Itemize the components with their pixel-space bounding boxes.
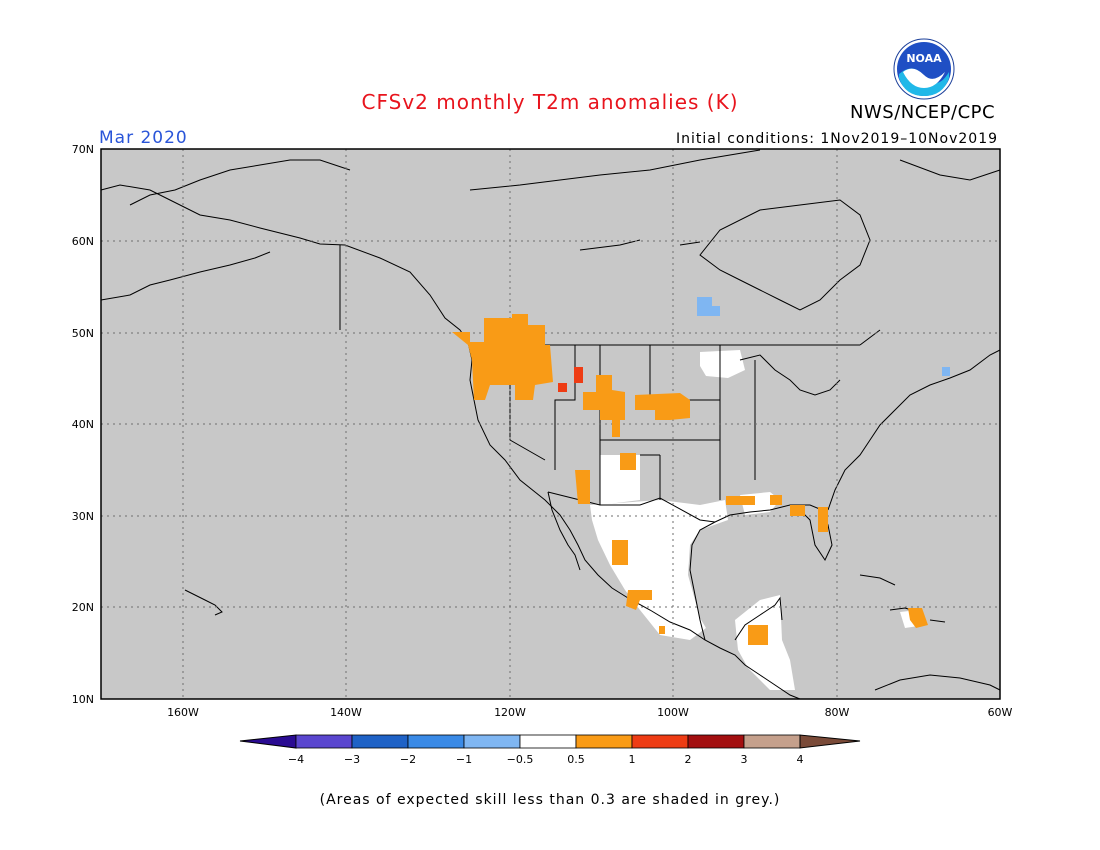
colorbar-label: −2: [400, 753, 416, 766]
colorbar-label: 2: [685, 753, 692, 766]
lat-label: 60N: [72, 235, 94, 248]
colorbar-cell: [463, 734, 521, 749]
anomaly-cell-new-mexico-north: [620, 453, 636, 470]
hawaii: [184, 589, 223, 616]
anomaly-cell-new-brunswick: [942, 367, 950, 376]
anomaly-cell-arizona: [575, 470, 590, 504]
colorbar-label: 4: [797, 753, 804, 766]
map-frame: [100, 148, 1001, 700]
skill-footnote: (Areas of expected skill less than 0.3 a…: [319, 792, 781, 808]
anomaly-positive-0-5-1: [452, 314, 928, 645]
anomaly-cell-mexico: [612, 540, 628, 565]
anomaly-cell-nebraska: [635, 393, 690, 420]
colorbar-label: 1: [629, 753, 636, 766]
colorbar-label: 3: [741, 753, 748, 766]
us-mexico-border: [547, 491, 716, 523]
greenland-coast: [899, 159, 1001, 181]
colorbar-cell: [631, 734, 689, 749]
anomaly-negative-0-5-1: [697, 297, 950, 376]
anomaly-cell-louisiana: [726, 496, 755, 505]
anomaly-cell-ontario: [697, 297, 720, 316]
anomaly-cell-idaho: [574, 367, 583, 383]
arctic-lakes: [579, 239, 701, 251]
white-area-great-lakes: [700, 350, 745, 378]
gulf-coastline: [689, 504, 833, 641]
anomaly-positive-1-2: [558, 367, 583, 392]
lat-label: 10N: [72, 693, 94, 706]
latitude-labels: 70N 60N 50N 40N 30N 20N 10N: [72, 143, 94, 706]
colorbar-cell: [351, 734, 409, 749]
colorbar-cell: [575, 734, 633, 749]
agency-label: NWS/NCEP/CPC: [850, 102, 996, 123]
anomaly-cell-caribbean: [908, 608, 928, 628]
noaa-logo-text: NOAA: [906, 52, 942, 65]
forecast-month: Mar 2020: [99, 128, 188, 148]
coastlines: [100, 149, 1001, 700]
noaa-logo: NOAA: [893, 38, 955, 100]
anomaly-cell-central-america: [748, 625, 768, 645]
graticule: [101, 149, 1000, 699]
map-background: [101, 149, 1000, 699]
anomaly-cell-florida-panhandle: [790, 505, 805, 516]
lat-label: 70N: [72, 143, 94, 156]
lat-label: 20N: [72, 601, 94, 614]
hudson-bay: [699, 199, 871, 311]
lat-label: 50N: [72, 327, 94, 340]
colorbar-cell-end-right: [799, 734, 861, 749]
colorbar-cell: [519, 734, 577, 749]
alaska-peninsula: [100, 251, 271, 301]
south-america-coast: [874, 674, 1001, 691]
lon-label: 60W: [988, 706, 1013, 719]
colorbar-label: −0.5: [507, 753, 534, 766]
anomaly-cell-mexico-south: [659, 626, 665, 634]
atlantic-coastline: [827, 349, 1001, 511]
colorbar-label: 0.5: [567, 753, 585, 766]
skill-white-areas: [590, 350, 925, 690]
colorbar-cell: [407, 734, 465, 749]
yucatan-coastline: [734, 596, 783, 641]
lon-label: 80W: [825, 706, 850, 719]
lat-label: 30N: [72, 510, 94, 523]
arctic-coast: [469, 149, 761, 191]
colorbar-label: −4: [288, 753, 304, 766]
colorbar-cell: [743, 734, 801, 749]
anomaly-cell-pacific-northwest: [452, 314, 553, 400]
colorbar-label: −3: [344, 753, 360, 766]
lon-label: 120W: [494, 706, 526, 719]
chart-title: CFSv2 monthly T2m anomalies (K): [361, 90, 739, 114]
anomaly-cell-mississippi: [770, 495, 782, 505]
anomaly-cell-colorado: [612, 420, 620, 437]
longitude-labels: 160W 140W 120W 100W 80W 60W: [167, 706, 1012, 719]
colorbar: −4 −3 −2 −1 −0.5 0.5 1 2 3 4: [239, 734, 861, 766]
colorbar-cell-end-left: [239, 734, 297, 749]
colorbar-label: −1: [456, 753, 472, 766]
lon-label: 100W: [657, 706, 689, 719]
great-lakes: [739, 354, 841, 396]
anomaly-cell-mexico-coast: [626, 590, 652, 610]
lon-label: 140W: [330, 706, 362, 719]
anomaly-cell-florida: [818, 507, 828, 532]
colorbar-cell: [295, 734, 353, 749]
alaska-north-coast: [129, 159, 351, 206]
lon-label: 160W: [167, 706, 199, 719]
white-area-mexico: [590, 500, 728, 640]
cuba: [859, 574, 896, 586]
colorbar-cell: [687, 734, 745, 749]
initial-conditions: Initial conditions: 1Nov2019–10Nov2019: [676, 131, 999, 147]
anomaly-cell-wyoming: [583, 375, 625, 420]
lat-label: 40N: [72, 418, 94, 431]
baja-california: [547, 491, 581, 571]
anomaly-cell-idaho-south: [558, 383, 567, 392]
